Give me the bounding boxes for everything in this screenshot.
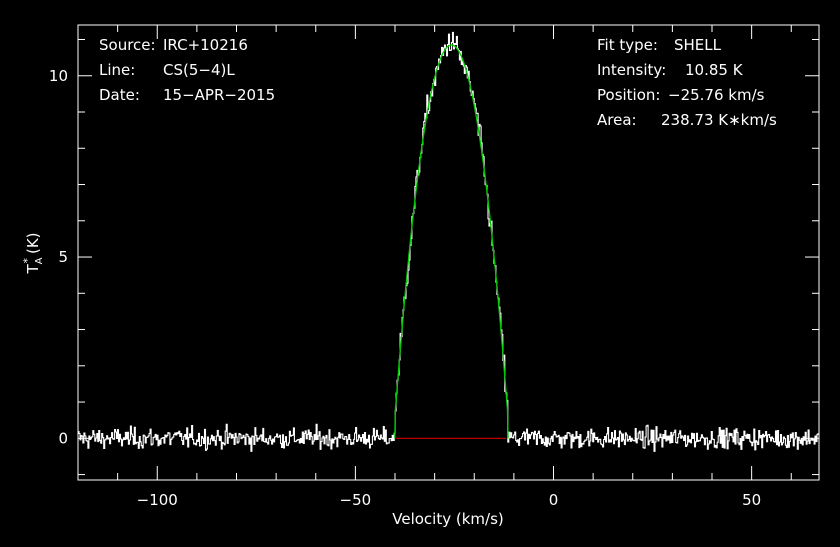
y-axis-label-unit: (K) <box>24 232 42 254</box>
svg-text:TA*(K): TA* (K) <box>21 232 45 274</box>
x-tick-label: −100 <box>137 491 178 509</box>
y-axis: 0 5 10 <box>49 39 819 476</box>
plot-frame <box>77 24 820 481</box>
x-axis-label: Velocity (km/s) <box>392 510 503 528</box>
info-area-value: 238.73 K∗km/s <box>661 111 777 129</box>
info-fit-type-key: Fit type: <box>597 36 658 54</box>
plot-clip-group <box>78 31 819 452</box>
y-axis-label-symbol: T <box>24 264 42 275</box>
x-tick-label: −50 <box>340 491 372 509</box>
x-axis: −100 −50 0 50 <box>77 25 792 509</box>
info-area-key: Area: <box>597 111 637 129</box>
series-shell-fit <box>394 44 509 439</box>
info-intensity-value: 10.85 K <box>685 61 744 79</box>
x-tick-label: 50 <box>742 491 761 509</box>
info-fit-type-value: SHELL <box>674 36 722 54</box>
series-observed-spectrum <box>78 31 819 452</box>
y-axis-label: TA* (K) <box>21 232 45 274</box>
info-line-key: Line: <box>99 61 135 79</box>
y-axis-label-sup: * <box>21 258 34 264</box>
info-source-key: Source: <box>99 36 156 54</box>
y-axis-label-sub: A <box>34 257 45 264</box>
y-tick-label: 10 <box>49 67 68 85</box>
info-line-value: CS(5−4)L <box>163 61 235 79</box>
info-position-value: −25.76 km/s <box>668 86 765 104</box>
info-intensity-key: Intensity: <box>597 61 666 79</box>
x-tick-label: 0 <box>549 491 559 509</box>
plot-area <box>78 31 819 452</box>
info-position-key: Position: <box>597 86 660 104</box>
info-source-value: IRC+10216 <box>163 36 248 54</box>
info-date-value: 15−APR−2015 <box>163 86 275 104</box>
info-left: Source: IRC+10216 Line: CS(5−4)L Date: 1… <box>99 36 275 104</box>
y-tick-label: 5 <box>58 248 68 266</box>
info-right: Fit type: SHELL Intensity: 10.85 K Posit… <box>597 36 777 129</box>
y-tick-label: 0 <box>58 429 68 447</box>
info-date-key: Date: <box>99 86 140 104</box>
